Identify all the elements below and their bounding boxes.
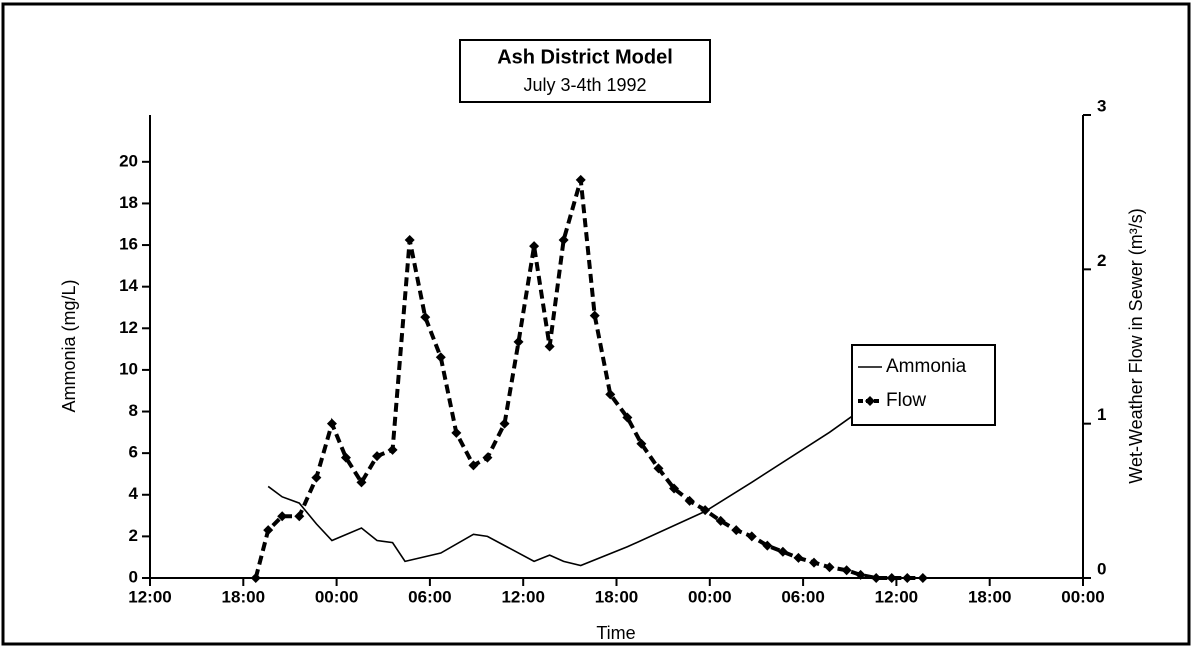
marker: [372, 451, 383, 462]
chart-subtitle: July 3-4th 1992: [523, 75, 646, 95]
marker: [311, 472, 322, 483]
y2-axis-label: Wet-Weather Flow in Sewer (m³/s): [1126, 208, 1146, 483]
series-line: [253, 179, 923, 580]
legend-label: Flow: [886, 390, 926, 411]
marker: [653, 463, 664, 474]
y-tick-label: 16: [119, 235, 138, 254]
marker: [435, 352, 446, 363]
marker: [356, 477, 367, 488]
marker: [793, 552, 804, 563]
marker: [700, 505, 711, 516]
x-tick-label: 12:00: [875, 587, 918, 606]
y2-tick-label: 1: [1097, 405, 1106, 424]
marker: [886, 573, 897, 583]
x-tick-label: 12:00: [501, 587, 544, 606]
x-tick-label: 06:00: [408, 587, 451, 606]
marker: [513, 336, 524, 347]
x-tick-label: 00:00: [688, 587, 731, 606]
marker: [544, 341, 555, 352]
marker: [589, 310, 600, 321]
marker: [404, 235, 415, 246]
marker: [746, 531, 757, 542]
marker: [340, 452, 351, 463]
marker: [636, 438, 647, 449]
x-tick-label: 06:00: [781, 587, 824, 606]
x-tick-label: 00:00: [315, 587, 358, 606]
x-tick-label: 12:00: [128, 587, 171, 606]
x-tick-label: 00:00: [1061, 587, 1104, 606]
y-tick-label: 10: [119, 359, 138, 378]
marker: [731, 525, 742, 536]
y-axis-label: Ammonia (mg/L): [59, 279, 79, 412]
y2-tick-label: 3: [1097, 96, 1106, 115]
marker: [294, 511, 305, 522]
marker: [263, 525, 274, 536]
y-tick-label: 0: [129, 567, 138, 586]
marker: [451, 427, 462, 438]
marker: [762, 540, 773, 551]
chart-title: Ash District Model: [497, 46, 673, 68]
y2-tick-label: 2: [1097, 251, 1106, 270]
legend-marker: [865, 396, 875, 406]
title-box: [459, 39, 711, 103]
marker: [605, 389, 616, 400]
y-tick-label: 8: [129, 401, 138, 420]
marker: [902, 573, 913, 583]
marker: [841, 565, 852, 576]
y2-tick-label: 0: [1097, 559, 1106, 578]
marker: [482, 452, 493, 463]
marker: [855, 569, 866, 580]
x-tick-label: 18:00: [595, 587, 638, 606]
marker: [387, 444, 398, 455]
marker: [669, 483, 680, 494]
y-tick-label: 18: [119, 193, 138, 212]
marker: [326, 418, 337, 429]
marker: [808, 557, 819, 568]
marker: [871, 573, 882, 583]
y-tick-label: 20: [119, 151, 138, 170]
legend-box: [851, 344, 996, 426]
y-tick-label: 12: [119, 318, 138, 337]
marker: [468, 460, 479, 471]
y-tick-label: 14: [119, 276, 138, 295]
marker: [777, 546, 788, 557]
legend-label: Ammonia: [886, 356, 967, 377]
x-tick-label: 18:00: [968, 587, 1011, 606]
marker: [684, 495, 695, 506]
marker: [499, 418, 510, 429]
marker: [558, 235, 569, 246]
marker: [420, 312, 431, 323]
marker: [622, 412, 633, 423]
marker: [529, 241, 540, 252]
marker: [277, 511, 288, 522]
marker: [917, 573, 928, 583]
marker: [250, 573, 261, 583]
x-axis-label: Time: [596, 623, 635, 643]
marker: [575, 174, 586, 185]
marker: [715, 515, 726, 526]
series-line: [267, 398, 877, 567]
y-tick-label: 6: [129, 443, 138, 462]
marker: [824, 562, 835, 573]
x-tick-label: 18:00: [222, 587, 265, 606]
y-tick-label: 2: [129, 526, 138, 545]
y-tick-label: 4: [129, 484, 139, 503]
